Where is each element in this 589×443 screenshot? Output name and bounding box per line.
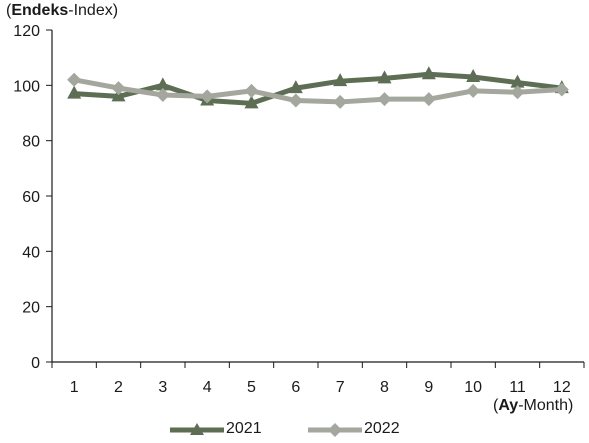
y-axis-label: (Endeks-Index) [6, 2, 119, 19]
x-axis-label-rest: -Month [518, 397, 568, 414]
x-tick-label: 7 [336, 379, 345, 396]
x-tick-label: 2 [114, 379, 123, 396]
data-point-2022 [155, 88, 170, 103]
x-tick-label: 4 [203, 379, 212, 396]
x-tick-label: 12 [553, 379, 571, 396]
data-point-2021 [333, 73, 348, 87]
data-point-2022 [111, 81, 126, 96]
data-point-2021 [67, 85, 82, 99]
x-tick-label: 6 [291, 379, 300, 396]
y-axis-label-rest: -Index [68, 2, 113, 19]
y-tick-label: 40 [22, 244, 40, 261]
x-tick-label: 9 [424, 379, 433, 396]
data-point-2022 [200, 89, 215, 104]
legend-label-2022: 2022 [364, 420, 400, 437]
y-tick-label: 60 [22, 189, 40, 206]
x-ticks: 1 2 3 4 5 6 7 8 9 10 11 12 [51, 362, 585, 396]
data-point-2021 [288, 80, 303, 94]
data-point-2022 [244, 83, 259, 98]
data-point-2022 [377, 92, 392, 107]
x-tick-label: 5 [247, 379, 256, 396]
x-axis-label: (Ay-Month) [493, 397, 574, 414]
data-point-2022 [333, 94, 348, 109]
legend-swatch-2022 [308, 423, 362, 437]
data-point-2021 [421, 66, 436, 80]
y-ticks: 0 20 40 60 80 100 120 [13, 23, 52, 372]
data-point-2021 [510, 74, 525, 88]
series-line-2022 [73, 77, 562, 105]
data-point-2022 [288, 93, 303, 108]
data-point-2022 [421, 92, 436, 107]
legend-swatch-2021 [170, 423, 224, 435]
x-tick-label: 11 [509, 379, 526, 396]
series-line-2021 [74, 71, 563, 106]
y-tick-label: 20 [22, 300, 40, 317]
data-point-2021 [155, 77, 170, 91]
y-tick-label: 80 [22, 134, 40, 151]
data-point-2022 [510, 85, 525, 100]
x-tick-label: 1 [70, 379, 79, 396]
data-point-2021 [244, 95, 259, 109]
legend-label-2021: 2021 [226, 420, 262, 437]
data-point-2021 [466, 69, 481, 83]
x-tick-label: 8 [380, 379, 389, 396]
data-point-2022 [67, 72, 82, 87]
x-axis-label-bold: Ay [498, 397, 519, 414]
data-point-2022 [554, 82, 569, 97]
y-tick-label: 100 [13, 78, 40, 95]
y-tick-label: 120 [13, 23, 40, 40]
x-tick-label: 10 [464, 379, 482, 396]
x-tick-label: 3 [158, 379, 167, 396]
data-point-2022 [466, 83, 481, 98]
data-point-2021 [377, 70, 392, 84]
series-lines [67, 66, 569, 109]
y-tick-label: 0 [31, 355, 40, 372]
y-axis-label-bold: Endeks [11, 2, 69, 19]
